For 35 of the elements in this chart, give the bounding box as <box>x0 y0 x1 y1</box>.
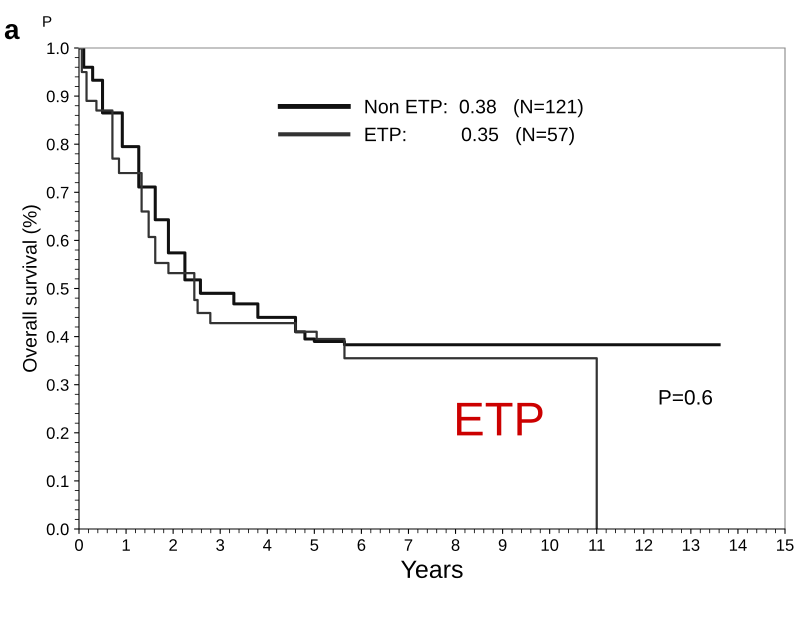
x-axis-title: Years <box>401 560 463 578</box>
legend-label: Non ETP: 0.38 (N=121) <box>365 99 583 118</box>
x-tick-label: 0 <box>75 539 83 551</box>
x-tick-label: 11 <box>589 539 605 551</box>
x-tick-label: 10 <box>542 539 558 551</box>
y-tick-label: 0.5 <box>46 282 69 295</box>
x-tick-label: 4 <box>263 539 272 551</box>
y-tick-label: 0.6 <box>46 234 69 247</box>
x-tick-label: 7 <box>404 539 412 551</box>
y-tick-label: 0.7 <box>46 186 68 199</box>
y-tick-label: 0.9 <box>46 90 68 102</box>
y-axis-title: Overall survival (%) <box>22 205 41 372</box>
x-tick-label: 15 <box>777 539 794 551</box>
y-tick-label: 0.2 <box>46 427 68 440</box>
annotation: P=0.6 <box>660 390 712 405</box>
x-tick-label: 12 <box>636 539 652 551</box>
text: P <box>43 16 52 27</box>
y-tick-label: 1.0 <box>47 42 69 54</box>
x-tick-label: 2 <box>169 539 177 551</box>
x-tick-label: 13 <box>682 539 700 551</box>
y-tick-label: 0.8 <box>46 138 69 150</box>
x-tick-label: 14 <box>730 539 747 551</box>
x-tick-label: 3 <box>216 539 224 551</box>
y-tick-label: 0.1 <box>46 475 68 488</box>
x-tick-label: 9 <box>498 539 506 551</box>
x-tick-label: 5 <box>310 539 318 551</box>
y-tick-label: 0.3 <box>46 379 69 391</box>
annotation: ETP <box>457 402 543 436</box>
x-tick-label: 6 <box>358 539 366 551</box>
y-tick-label: 0.0 <box>46 523 69 536</box>
legend-label: ETP: 0.35 (N=57) <box>365 127 574 146</box>
x-tick-label: 1 <box>122 539 130 551</box>
y-tick-label: 0.4 <box>46 331 69 343</box>
x-tick-label: 8 <box>452 539 460 551</box>
text: a <box>4 24 20 40</box>
